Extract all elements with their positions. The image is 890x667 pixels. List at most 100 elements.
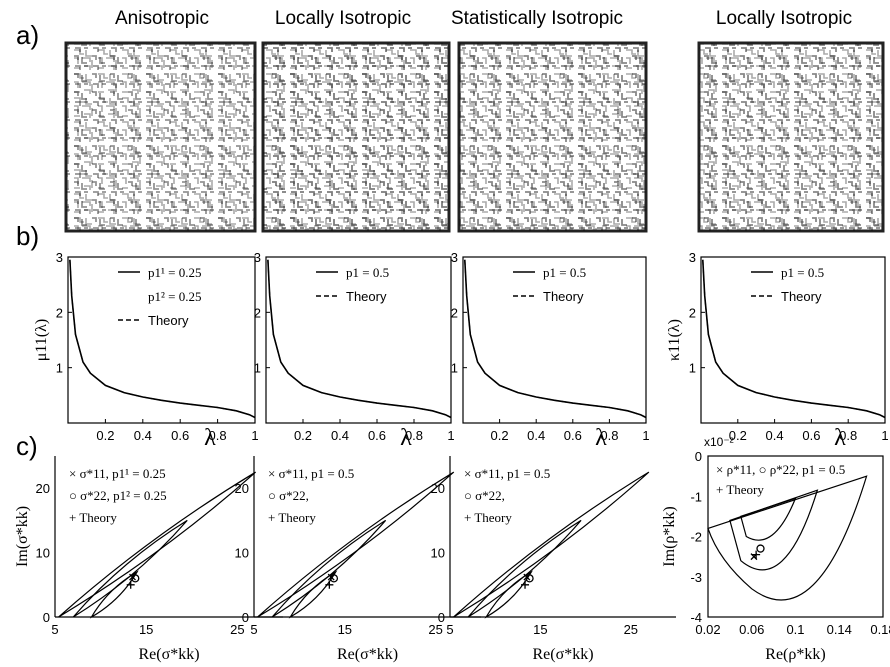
- complex-plot-rho: 0.02 0.06 0.1 0.14 0.18 0 -1 -2 -3 -4 x10⁻² Re(ρ*kk…: [661, 435, 890, 663]
- x-tick-label: 0.4: [134, 428, 152, 443]
- y-tick-label: 0: [438, 610, 445, 625]
- inner-bound: [740, 497, 797, 541]
- inner-bound: [484, 570, 534, 619]
- x-tick-label: 5: [446, 622, 453, 637]
- y-tick-label: 20: [235, 481, 249, 496]
- row-label-a: a): [16, 20, 39, 50]
- x-tick-label: 0.2: [491, 428, 509, 443]
- middle-bound: [72, 519, 188, 618]
- legend-label: × σ*11, p1 = 0.5: [268, 466, 354, 481]
- y-axis-label: Im(ρ*kk): [661, 506, 678, 566]
- y-tick-label: 20: [431, 481, 445, 496]
- theory-curve: [69, 259, 256, 419]
- legend-label: p1 = 0.5: [346, 265, 389, 280]
- y-tick-label: 0: [242, 610, 249, 625]
- y-tick-label: 2: [254, 305, 261, 320]
- data-curve: [69, 259, 256, 419]
- y-tick-label: 1: [451, 361, 458, 376]
- spectral-plot-2: 0.2 0.4 0.6 0.8 1 1 2 3 λ p1 = 0.5 Theory: [254, 250, 455, 451]
- y-tick-label: 2: [56, 305, 63, 320]
- x-tick-label: 15: [533, 622, 547, 637]
- middle-bound: [729, 489, 819, 571]
- x-tick-label: 1: [251, 428, 258, 443]
- network-image-4: [697, 41, 885, 233]
- x-tick-label: 0.8: [209, 428, 227, 443]
- legend-label: ○ σ*22,: [464, 488, 505, 503]
- x-tick-label: 0.4: [766, 428, 784, 443]
- x-tick-label: 1: [642, 428, 649, 443]
- legend-label: ○ σ*22,: [268, 488, 309, 503]
- x-tick-label: 0.6: [802, 428, 820, 443]
- legend-label: × σ*11, p1 = 0.5: [464, 466, 550, 481]
- point-plus: [752, 550, 761, 559]
- column-title-4: Locally Isotropic: [716, 8, 852, 29]
- outer-bound: [257, 471, 455, 618]
- x-tick-label: 0.2: [729, 428, 747, 443]
- y-tick-label: 3: [689, 250, 696, 265]
- point-circle: [756, 544, 765, 553]
- point-circle: [525, 574, 534, 583]
- x-tick-label: 5: [250, 622, 257, 637]
- x-tick-label: 0.02: [695, 622, 720, 637]
- x-tick-label: 1: [447, 428, 454, 443]
- legend-label: + Theory: [69, 510, 117, 525]
- legend-label: Theory: [148, 313, 189, 328]
- x-axis-label: λ: [400, 425, 412, 451]
- inner-bound: [89, 570, 139, 619]
- x-tick-label: 0.6: [171, 428, 189, 443]
- x-tick-label: 0.8: [405, 428, 423, 443]
- network-image-1: [64, 41, 257, 233]
- x-tick-label: 0.6: [564, 428, 582, 443]
- outer-bound: [707, 475, 868, 601]
- legend-label: Theory: [781, 289, 822, 304]
- middle-bound: [467, 519, 582, 618]
- theory-curve: [464, 259, 647, 419]
- row-label-c: c): [16, 431, 38, 461]
- legend-label: × σ*11, p1¹ = 0.25: [69, 466, 166, 481]
- point-circle: [131, 574, 140, 583]
- x-tick-label: 0.1: [786, 622, 804, 637]
- inner-bound: [288, 570, 338, 619]
- y-axis-label: μ11(λ): [33, 319, 50, 361]
- y-tick-label: 3: [451, 250, 458, 265]
- network-image-2: [261, 41, 451, 233]
- y-tick-label: 10: [235, 546, 249, 561]
- x-tick-label: 0.2: [294, 428, 312, 443]
- x-tick-label: 25: [428, 622, 442, 637]
- point-plus: [325, 580, 334, 589]
- x-tick-label: 25: [624, 622, 638, 637]
- y-tick-label: 10: [431, 546, 445, 561]
- network-image-3: [457, 41, 648, 233]
- axes-frame: [67, 256, 256, 424]
- y-axis-label: Im(σ*kk): [14, 506, 31, 567]
- y-tick-label: 3: [254, 250, 261, 265]
- y-tick-label: 2: [451, 305, 458, 320]
- x-tick-label: 0.06: [739, 622, 764, 637]
- data-curve: [702, 259, 886, 419]
- x-tick-label: 5: [51, 622, 58, 637]
- exponent-label: x10⁻²: [704, 435, 734, 449]
- x-axis-label: λ: [204, 425, 216, 451]
- x-tick-label: 0.2: [96, 428, 114, 443]
- y-tick-label: -2: [690, 530, 702, 545]
- x-axis-label: λ: [834, 425, 846, 451]
- y-tick-label: 1: [56, 361, 63, 376]
- legend-label: Theory: [346, 289, 387, 304]
- x-axis-label: Re(σ*kk): [532, 646, 593, 663]
- data-curve: [267, 259, 452, 419]
- x-axis-label: Re(σ*kk): [138, 646, 199, 663]
- outer-bound: [453, 471, 650, 618]
- y-tick-label: -1: [690, 489, 702, 504]
- x-tick-label: 1: [881, 428, 888, 443]
- column-title-2: Locally Isotropic: [275, 8, 411, 29]
- x-tick-label: 0.8: [600, 428, 618, 443]
- x-tick-label: 15: [338, 622, 352, 637]
- x-axis-label: Re(σ*kk): [337, 646, 398, 663]
- spectral-plot-3: 0.2 0.4 0.6 0.8 1 1 2 3 λ p1 = 0.5 Theory: [451, 250, 650, 451]
- legend-label: + Theory: [716, 482, 764, 497]
- x-axis-label: Re(ρ*kk): [765, 646, 825, 663]
- x-axis-label: λ: [595, 425, 607, 451]
